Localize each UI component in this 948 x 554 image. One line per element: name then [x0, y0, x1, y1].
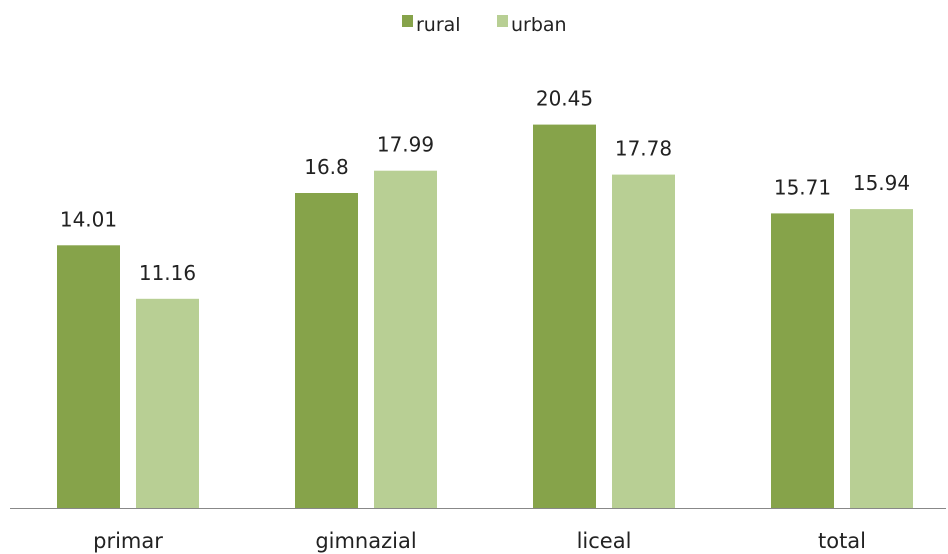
- legend-swatch-urban: [497, 15, 508, 27]
- category-label-primar: primar: [93, 529, 163, 553]
- value-label-rural-liceal: 20.45: [536, 87, 593, 111]
- legend-label-rural: rural: [416, 14, 461, 36]
- category-label-gimnazial: gimnazial: [315, 529, 416, 553]
- bar-rural-total: [771, 213, 834, 508]
- bar-urban-primar: [136, 298, 199, 509]
- value-label-rural-total: 15.71: [774, 175, 831, 199]
- category-label-liceal: liceal: [577, 529, 632, 553]
- legend-label-urban: urban: [511, 14, 567, 36]
- bar-urban-total: [850, 209, 913, 508]
- bar-urban-liceal: [612, 174, 675, 508]
- value-label-urban-total: 15.94: [853, 171, 910, 195]
- bars-group: 14.01 11.16 16.8 17.99 20.45 17.78 15.71 15.94: [57, 87, 913, 509]
- bar-rural-primar: [57, 245, 120, 509]
- legend-swatch-rural: [402, 15, 413, 27]
- legend: rural urban: [402, 14, 567, 36]
- value-label-urban-gimnazial: 17.99: [377, 133, 434, 157]
- bar-urban-gimnazial: [374, 170, 437, 508]
- bar-rural-gimnazial: [295, 193, 358, 508]
- value-label-urban-liceal: 17.78: [615, 137, 672, 161]
- category-labels: primar gimnazial liceal total: [93, 529, 866, 553]
- value-label-urban-primar: 11.16: [139, 261, 196, 285]
- value-label-rural-gimnazial: 16.8: [304, 155, 349, 179]
- bar-rural-liceal: [533, 124, 596, 508]
- value-label-rural-primar: 14.01: [60, 207, 117, 231]
- category-label-total: total: [818, 529, 866, 553]
